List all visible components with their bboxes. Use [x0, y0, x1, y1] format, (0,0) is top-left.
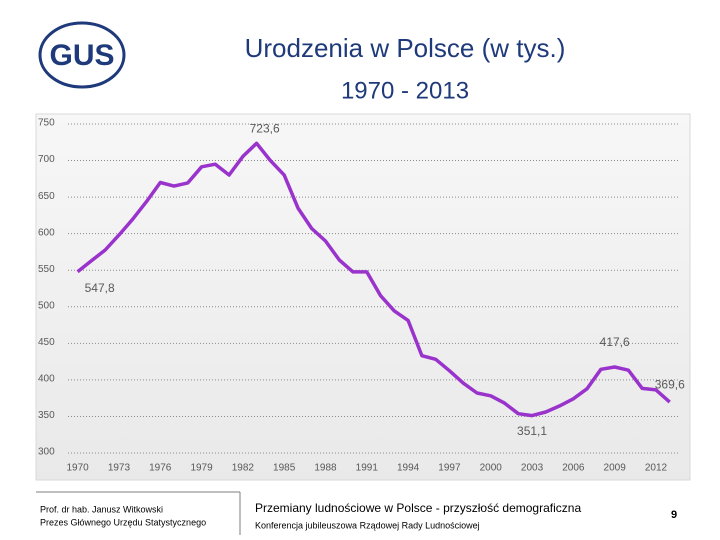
x-tick-label: 1988: [314, 463, 337, 474]
logo-ring: [38, 21, 126, 89]
x-tick-label: 1979: [190, 463, 213, 474]
x-tick-label: 2000: [480, 463, 503, 474]
data-line: [76, 141, 671, 418]
data-label: 417,6: [600, 335, 630, 349]
footer-position: Prezes Głównego Urzędu Statystycznego: [40, 517, 206, 527]
x-tick-label: 1982: [232, 463, 255, 474]
footer-author: Prof. dr hab. Janusz Witkowski: [40, 504, 163, 514]
chart-subtitle: 1970 - 2013: [341, 77, 469, 104]
logo: GUS: [49, 39, 114, 72]
x-tick-label: 1985: [273, 463, 296, 474]
footer-event: Konferencja jubileuszowa Rządowej Rady L…: [255, 520, 480, 530]
chart-title: Urodzenia w Polsce (w tys.): [245, 33, 566, 63]
data-label: 369,6: [655, 377, 685, 391]
y-tick-label: 300: [38, 447, 55, 458]
x-tick-label: 2006: [562, 463, 585, 474]
y-tick-label: 450: [38, 337, 55, 348]
x-tick-label: 1970: [67, 463, 90, 474]
y-tick-label: 600: [38, 227, 55, 238]
x-tick-label: 2012: [645, 463, 668, 474]
plot-background: [35, 113, 691, 481]
data-label: 351,1: [517, 424, 547, 438]
y-tick-label: 400: [38, 374, 55, 385]
x-tick-label: 1976: [149, 463, 172, 474]
data-label: 547,8: [85, 281, 115, 295]
x-tick-label: 1973: [108, 463, 131, 474]
y-tick-label: 700: [38, 154, 55, 165]
data-label: 723,6: [250, 121, 280, 135]
x-tick-label: 1994: [397, 463, 420, 474]
y-tick-label: 350: [38, 410, 55, 421]
page-number: 9: [671, 509, 677, 521]
y-tick-label: 500: [38, 300, 55, 311]
y-tick-label: 750: [38, 118, 55, 129]
y-tick-label: 650: [38, 191, 55, 202]
x-tick-label: 2009: [604, 463, 627, 474]
x-tick-label: 2003: [521, 463, 544, 474]
x-tick-label: 1997: [438, 463, 461, 474]
x-tick-label: 1991: [356, 463, 379, 474]
footer-talk: Przemiany ludnościowe w Polsce - przyszł…: [255, 501, 581, 515]
y-tick-label: 550: [38, 264, 55, 275]
